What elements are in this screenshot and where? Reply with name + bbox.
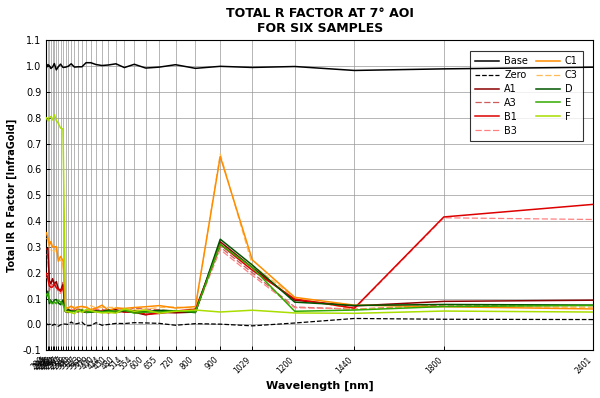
Title: TOTAL R FACTOR AT 7° AOI
FOR SIX SAMPLES: TOTAL R FACTOR AT 7° AOI FOR SIX SAMPLES <box>226 7 413 35</box>
X-axis label: Wavelength [nm]: Wavelength [nm] <box>266 381 374 391</box>
Y-axis label: Total IR R Factor [InfraGold]: Total IR R Factor [InfraGold] <box>7 119 17 272</box>
Legend: Base, Zero, A1, A3, B1, B3, C1, C3, D, E, F: Base, Zero, A1, A3, B1, B3, C1, C3, D, E… <box>470 51 583 140</box>
